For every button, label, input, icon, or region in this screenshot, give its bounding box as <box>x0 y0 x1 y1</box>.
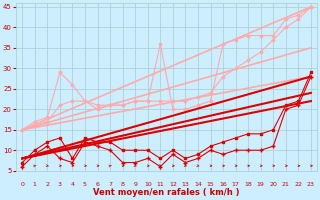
X-axis label: Vent moyen/en rafales ( km/h ): Vent moyen/en rafales ( km/h ) <box>93 188 240 197</box>
